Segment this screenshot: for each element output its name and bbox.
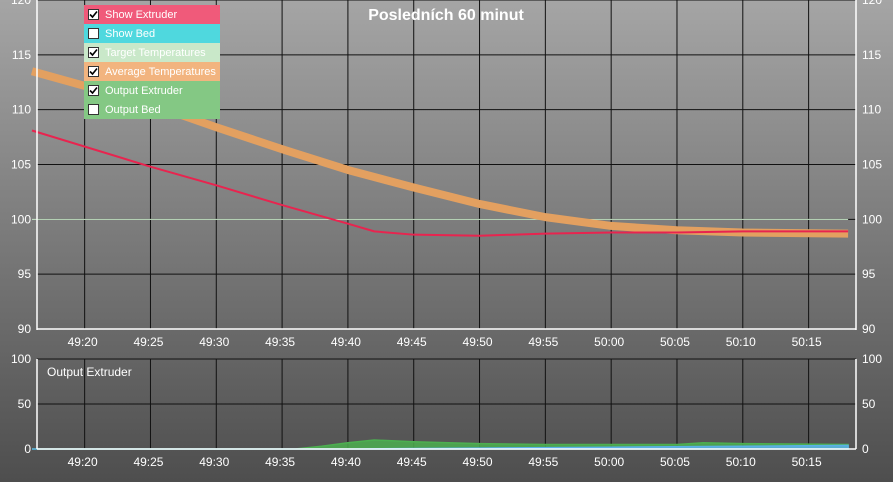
checkbox[interactable] xyxy=(88,9,99,20)
tick-label: 0 xyxy=(24,442,31,456)
tick-label: 50:05 xyxy=(660,335,690,349)
tick-label: 49:20 xyxy=(68,455,98,469)
tick-label: 49:40 xyxy=(331,335,361,349)
tick-label: 100 xyxy=(11,212,31,226)
tick-label: 0 xyxy=(862,442,869,456)
tick-label: 49:55 xyxy=(528,335,558,349)
checkbox[interactable] xyxy=(88,47,99,58)
tick-label: 49:25 xyxy=(133,335,163,349)
tick-label: 49:50 xyxy=(463,455,493,469)
tick-label: 50:15 xyxy=(792,335,822,349)
legend-label: Output Extruder xyxy=(105,84,183,97)
tick-label: 100 xyxy=(862,352,882,366)
legend-label: Show Extruder xyxy=(105,8,178,21)
tick-label: 49:35 xyxy=(265,455,295,469)
checkbox[interactable] xyxy=(88,104,99,115)
tick-label: 100 xyxy=(11,352,31,366)
tick-label: 50:00 xyxy=(594,335,624,349)
tick-label: 115 xyxy=(12,48,31,62)
tick-label: 49:45 xyxy=(397,335,427,349)
tick-label: 50 xyxy=(862,397,876,411)
tick-label: 50:05 xyxy=(660,455,690,469)
tick-label: 49:50 xyxy=(463,335,493,349)
legend-item-output-extruder[interactable]: Output Extruder xyxy=(84,81,220,100)
tick-label: 49:25 xyxy=(133,455,163,469)
tick-label: 50:10 xyxy=(726,335,756,349)
checkbox[interactable] xyxy=(88,66,99,77)
tick-label: 120 xyxy=(862,0,882,7)
tick-label: 90 xyxy=(18,322,32,336)
tick-label: 115 xyxy=(862,48,881,62)
tick-label: 105 xyxy=(862,158,882,172)
tick-label: 110 xyxy=(862,103,881,117)
tick-label: 50:10 xyxy=(726,455,756,469)
tick-label: 95 xyxy=(18,267,32,281)
tick-label: 100 xyxy=(862,212,882,226)
tick-label: 49:45 xyxy=(397,455,427,469)
tick-label: 50:15 xyxy=(792,455,822,469)
tick-label: 90 xyxy=(862,322,876,336)
legend-item-average-temperatures[interactable]: Average Temperatures xyxy=(84,62,220,81)
legend-label: Output Bed xyxy=(105,103,161,116)
legend-item-target-temperatures[interactable]: Target Temperatures xyxy=(84,43,220,62)
tick-label: 105 xyxy=(11,158,31,172)
subchart-title: Output Extruder xyxy=(47,365,132,379)
checkbox[interactable] xyxy=(88,85,99,96)
legend-item-show-extruder[interactable]: Show Extruder xyxy=(84,5,220,24)
tick-label: 95 xyxy=(862,267,876,281)
tick-label: 49:35 xyxy=(265,335,295,349)
legend-label: Target Temperatures xyxy=(105,46,206,59)
line-series xyxy=(31,129,849,237)
tick-label: 110 xyxy=(12,103,31,117)
tick-label: 50:00 xyxy=(594,455,624,469)
tick-label: 50 xyxy=(18,397,32,411)
chart-title: Posledních 60 minut xyxy=(368,7,524,24)
tick-label: 49:30 xyxy=(199,455,229,469)
tick-label: 49:30 xyxy=(199,335,229,349)
legend-item-output-bed[interactable]: Output Bed xyxy=(84,100,220,119)
tick-label: 49:20 xyxy=(68,335,98,349)
line-series xyxy=(30,67,849,238)
tick-label: 49:40 xyxy=(331,455,361,469)
legend-item-show-bed[interactable]: Show Bed xyxy=(84,24,220,43)
tick-label: 49:55 xyxy=(528,455,558,469)
legend-label: Show Bed xyxy=(105,27,156,40)
legend: Show Extruder Show Bed Target Temperatures… xyxy=(84,5,220,119)
checkbox[interactable] xyxy=(88,28,99,39)
tick-label: 120 xyxy=(11,0,31,7)
legend-label: Average Temperatures xyxy=(105,65,216,78)
